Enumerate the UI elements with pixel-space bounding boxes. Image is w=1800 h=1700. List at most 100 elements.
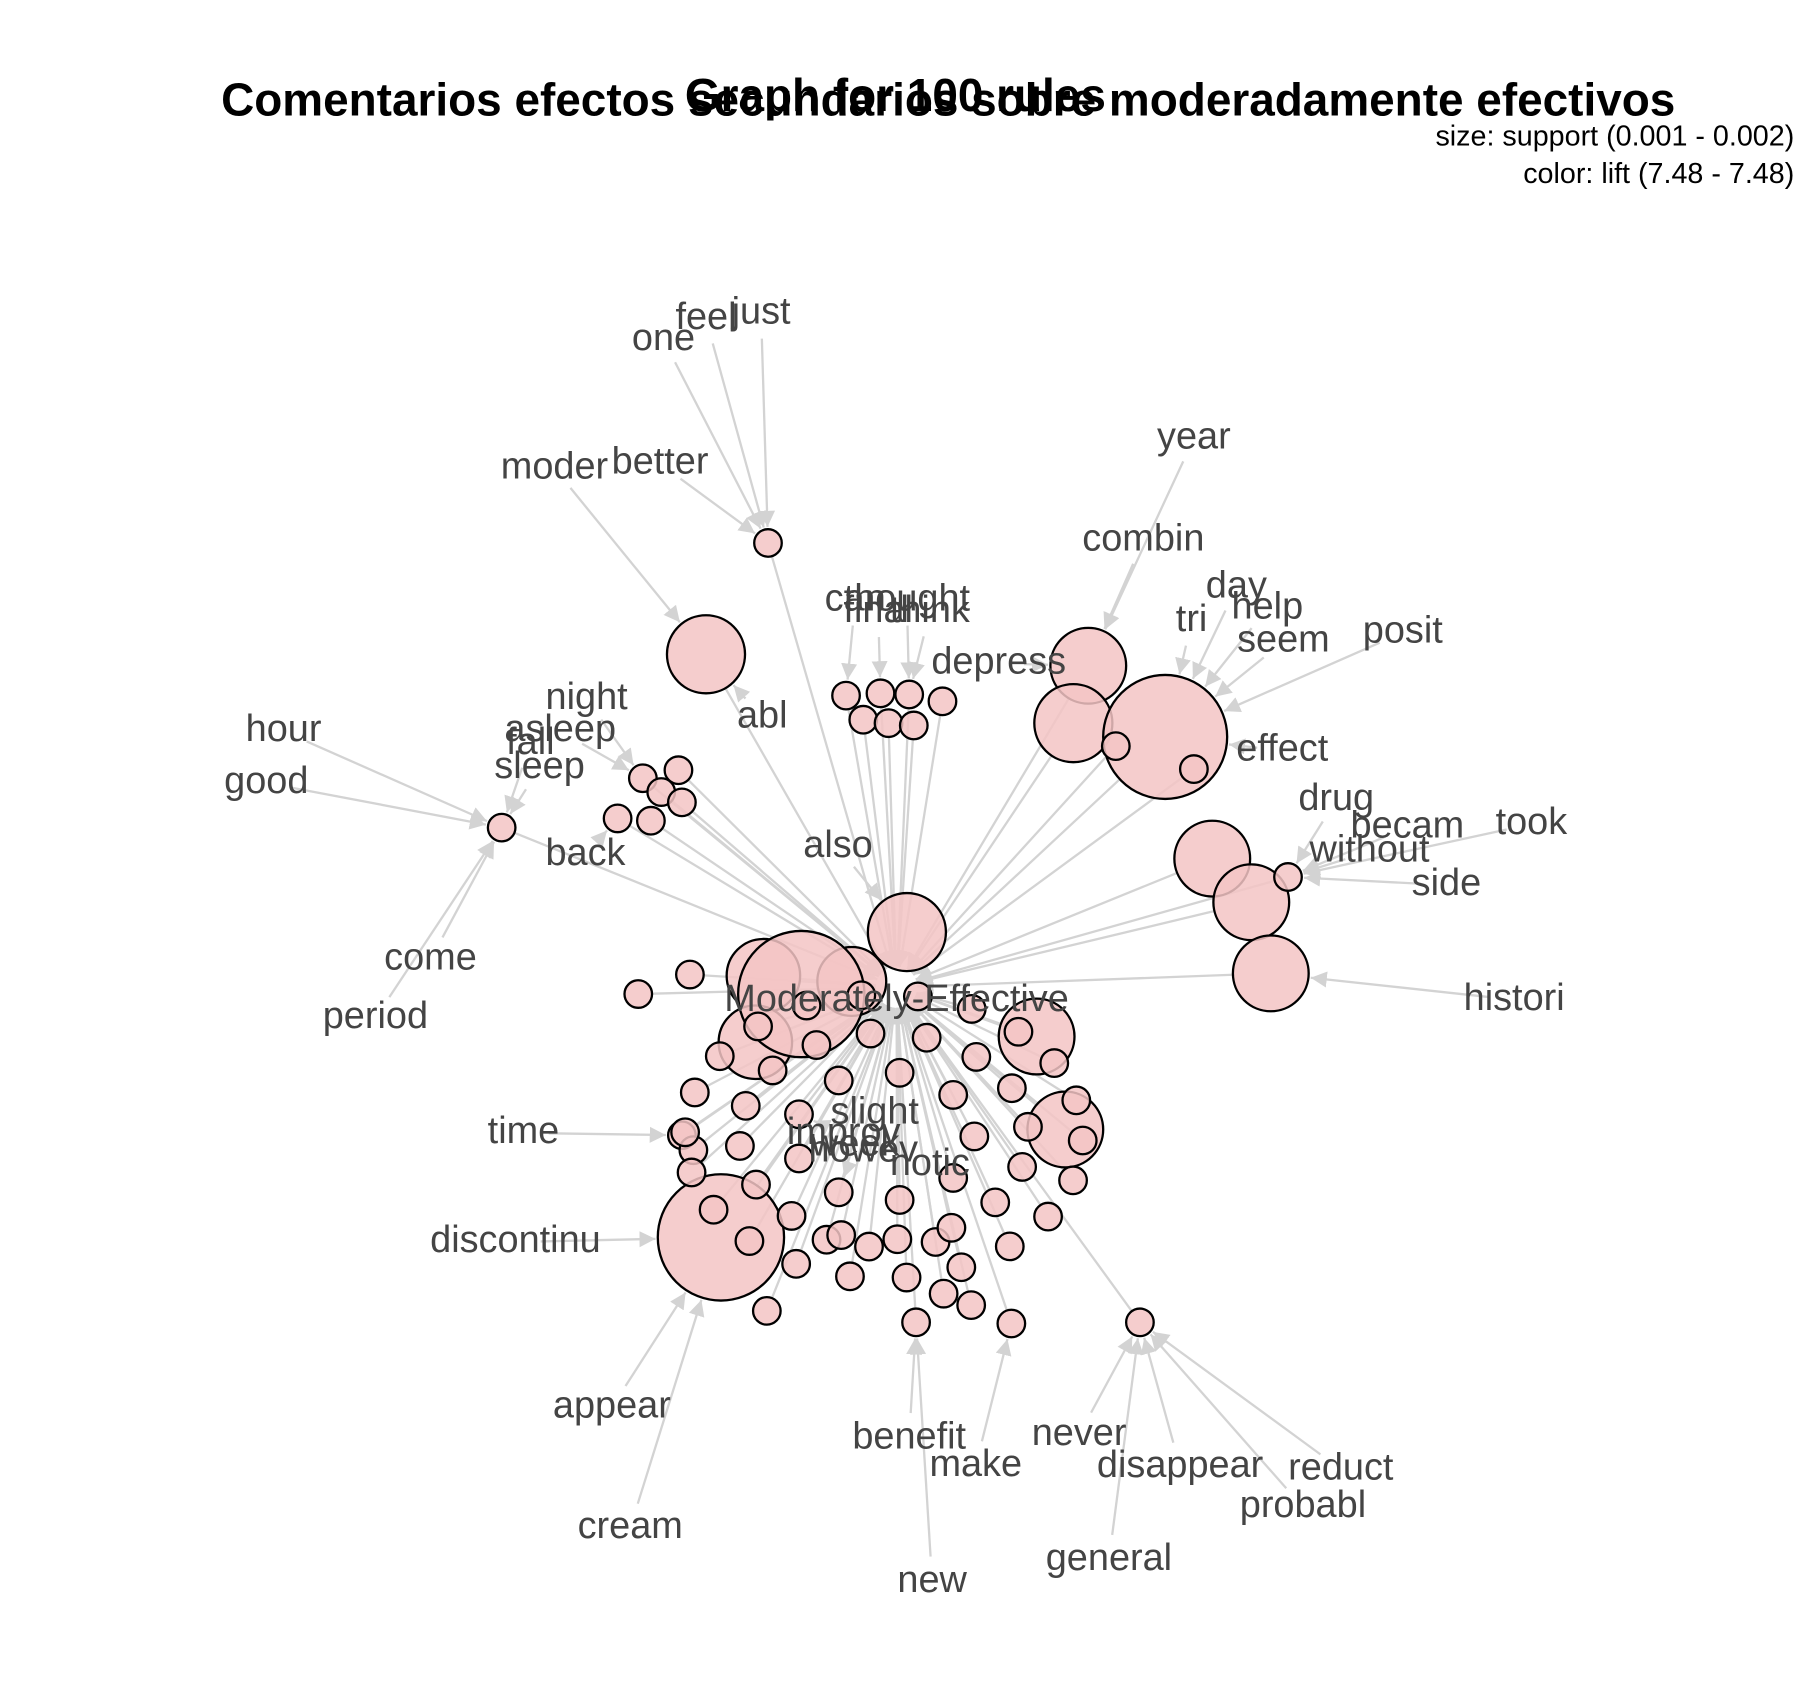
rule-node	[784, 1099, 814, 1130]
edge	[980, 1338, 1012, 1442]
edge	[569, 487, 681, 623]
rule-node	[734, 1226, 765, 1256]
rule-node	[1178, 754, 1209, 784]
item-label: discontinu	[430, 1219, 601, 1261]
edge	[915, 871, 1178, 981]
edge	[1223, 641, 1381, 713]
edge	[899, 1006, 951, 1166]
edge	[889, 1007, 908, 1264]
edge	[841, 1159, 858, 1178]
rule-node	[854, 1231, 884, 1262]
item-label: back	[545, 832, 625, 874]
rule-node	[866, 891, 948, 973]
rule-node	[801, 1030, 832, 1060]
rule-node	[1007, 1152, 1038, 1182]
rule-node	[1273, 862, 1303, 892]
item-label: make	[929, 1443, 1022, 1485]
edge	[851, 1007, 899, 1263]
edge	[509, 788, 527, 815]
item-label: tri	[1176, 598, 1208, 640]
edge	[900, 625, 917, 679]
rule-node	[1003, 1016, 1034, 1047]
rule-node	[724, 1131, 755, 1161]
item-label: combin	[1082, 518, 1204, 560]
edge	[894, 1007, 935, 1229]
rule-node	[623, 979, 654, 1009]
edge	[917, 973, 1233, 994]
rule-node	[1033, 682, 1114, 764]
item-label: notic	[890, 1142, 970, 1184]
item-label: just	[731, 290, 791, 332]
edge	[624, 1291, 687, 1387]
edge	[912, 776, 1184, 976]
edge	[1152, 1330, 1322, 1456]
rule-node	[994, 1231, 1025, 1262]
item-label: probabl	[1240, 1484, 1366, 1526]
rule-node	[635, 805, 666, 836]
item-label: depress	[931, 640, 1066, 682]
rule-node	[751, 1295, 782, 1326]
item-label: sleep	[494, 745, 585, 787]
rule-node	[835, 1261, 865, 1292]
rule-node	[1033, 1201, 1063, 1232]
item-label: without	[1309, 829, 1430, 871]
rule-node	[823, 1177, 854, 1208]
edge	[1149, 1333, 1288, 1489]
item-label: also	[803, 824, 872, 866]
item-label: asleep	[504, 708, 616, 750]
rule-node	[602, 803, 633, 834]
rule-node	[996, 1073, 1027, 1104]
edge	[636, 1299, 705, 1505]
rule-node	[753, 528, 783, 558]
rule-node	[938, 1079, 969, 1110]
edge	[1023, 656, 1049, 673]
item-label: can	[825, 577, 886, 619]
rule-node	[791, 990, 822, 1021]
item-label: year	[1157, 415, 1231, 457]
edge	[679, 477, 756, 535]
rule-node	[882, 1224, 913, 1255]
rule-node	[865, 678, 896, 709]
rule-node	[848, 704, 879, 735]
edge	[724, 687, 888, 970]
item-label: never	[1032, 1412, 1127, 1454]
rule-node	[704, 1041, 735, 1072]
rule-node	[884, 1185, 915, 1215]
item-label: better	[612, 441, 709, 483]
item-label: histori	[1464, 977, 1565, 1019]
edge	[590, 829, 608, 848]
rule-node	[730, 1090, 761, 1121]
edge	[758, 338, 776, 527]
rule-node	[670, 1117, 701, 1148]
item-label: took	[1496, 801, 1568, 843]
edge	[687, 779, 883, 974]
rule-node	[757, 1055, 788, 1086]
edge	[906, 1338, 923, 1414]
rule-node	[666, 787, 697, 818]
edge	[910, 778, 1121, 974]
rule-node	[959, 1121, 990, 1152]
rule-node	[855, 1018, 886, 1049]
rule-node	[743, 1011, 773, 1042]
item-label: new	[897, 1559, 967, 1601]
item-label: night	[546, 676, 629, 718]
item-label: final	[843, 589, 912, 631]
item-label: posit	[1363, 609, 1443, 651]
item-label: side	[1412, 862, 1481, 904]
edge	[671, 799, 882, 975]
rule-node	[898, 710, 929, 741]
rule-node	[1067, 1125, 1098, 1156]
rule-node	[938, 1162, 969, 1193]
edge	[1175, 645, 1191, 675]
edge	[1303, 858, 1346, 876]
edge	[711, 343, 768, 528]
rule-node	[1061, 1085, 1092, 1116]
item-label: hour	[246, 708, 322, 750]
item-label: drug	[1298, 777, 1374, 819]
item-label: week	[810, 1123, 899, 1165]
edge	[674, 361, 762, 530]
edge	[913, 997, 1066, 1094]
edge	[1228, 738, 1258, 755]
item-label: moder	[501, 445, 608, 487]
